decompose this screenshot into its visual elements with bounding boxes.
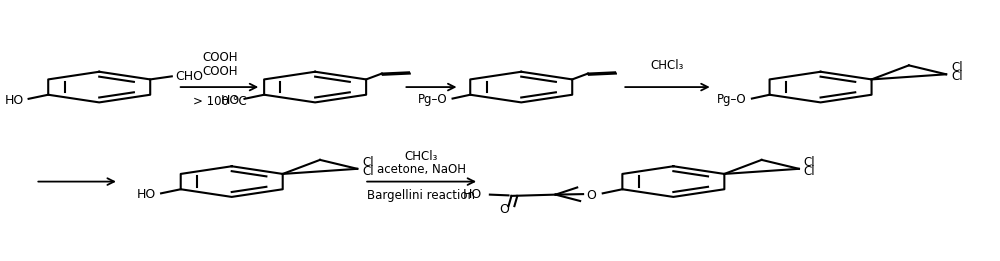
Text: Cl: Cl: [362, 156, 374, 169]
Text: CHCl₃: CHCl₃: [651, 59, 684, 72]
Text: Cl: Cl: [804, 165, 815, 178]
Text: HO: HO: [220, 94, 240, 106]
Text: HO: HO: [4, 94, 24, 106]
Text: Pg–O: Pg–O: [717, 93, 747, 106]
Text: HO: HO: [137, 188, 156, 201]
Text: Bargellini reaction: Bargellini reaction: [367, 189, 475, 202]
Text: Cl: Cl: [951, 70, 963, 83]
Text: COOH: COOH: [202, 65, 238, 78]
Text: Cl: Cl: [804, 156, 815, 169]
Text: CHCl₃: CHCl₃: [404, 150, 438, 163]
Text: O: O: [586, 189, 596, 202]
Text: HO: HO: [463, 188, 482, 201]
Text: COOH: COOH: [202, 51, 238, 64]
Text: acetone, NaOH: acetone, NaOH: [377, 163, 466, 176]
Text: Cl: Cl: [951, 61, 963, 74]
Text: Cl: Cl: [362, 165, 374, 178]
Text: O: O: [500, 203, 510, 216]
Text: CHO: CHO: [175, 70, 203, 83]
Text: > 100 °C: > 100 °C: [193, 95, 247, 108]
Text: Pg–O: Pg–O: [418, 93, 448, 106]
